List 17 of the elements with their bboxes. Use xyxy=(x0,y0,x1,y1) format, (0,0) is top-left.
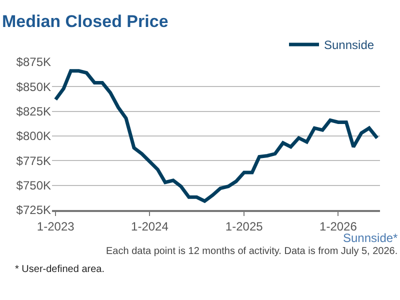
x-tick-label: 1-2023 xyxy=(36,219,75,234)
y-tick-label: $750K xyxy=(16,178,51,193)
x-tick-label: 1-2024 xyxy=(131,219,169,234)
line-series xyxy=(54,69,379,203)
y-tick-label: $775K xyxy=(16,154,51,168)
y-tick-label: $725K xyxy=(16,203,51,218)
text: Sunnside* xyxy=(343,231,398,245)
x-tick-label: 1-2026 xyxy=(320,219,358,234)
x-tick-label: 1-2025 xyxy=(225,219,264,234)
chart-title: Median Closed Price xyxy=(2,12,168,31)
y-tick-label: $850K xyxy=(16,80,51,94)
legend-label: Sunnside xyxy=(324,38,374,52)
y-tick-label: $800K xyxy=(16,129,51,144)
text: * User-defined area. xyxy=(15,264,104,275)
y-tick-label: $875K xyxy=(16,55,51,70)
y-tick-label: $825K xyxy=(16,104,51,119)
text: Each data point is 12 months of activity. Data is from July 5, 2026. xyxy=(106,246,398,257)
